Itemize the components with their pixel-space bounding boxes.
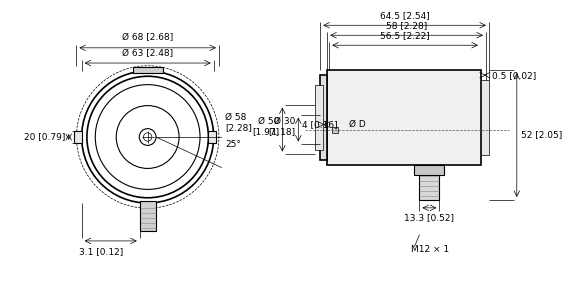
Bar [481, 80, 489, 155]
Text: 0.5 [0.02]: 0.5 [0.02] [492, 71, 536, 80]
Text: Ø 68 [2.68]: Ø 68 [2.68] [122, 33, 173, 42]
Text: Ø 30
[1.18]: Ø 30 [1.18] [268, 117, 295, 136]
Bar [133, 67, 162, 73]
Text: 13.3 [0.52]: 13.3 [0.52] [404, 213, 454, 222]
Bar [332, 127, 338, 133]
Text: Ø D: Ø D [349, 120, 366, 129]
Bar [74, 131, 82, 143]
Text: M12 × 1: M12 × 1 [411, 245, 450, 254]
Text: 52 [2.05]: 52 [2.05] [521, 131, 562, 140]
Bar [140, 201, 156, 231]
Text: Ø 63 [2.48]: Ø 63 [2.48] [122, 49, 173, 58]
Bar [419, 165, 439, 200]
Text: 58 [2.28]: 58 [2.28] [386, 21, 427, 30]
Bar [327, 70, 481, 165]
Text: 20 [0.79]: 20 [0.79] [25, 133, 66, 142]
Bar [415, 165, 444, 175]
Text: 64.5 [2.54]: 64.5 [2.54] [380, 11, 430, 20]
Text: 3.1 [0.12]: 3.1 [0.12] [79, 247, 123, 256]
Bar [320, 75, 327, 160]
Text: 4 [0.16]: 4 [0.16] [302, 120, 338, 129]
Text: 25°: 25° [225, 141, 241, 150]
Text: Ø 58
[2.28]: Ø 58 [2.28] [225, 112, 252, 132]
Text: 56.5 [2.22]: 56.5 [2.22] [380, 31, 430, 40]
Bar [315, 85, 323, 150]
Text: Ø 50
[1.97]: Ø 50 [1.97] [252, 117, 279, 136]
Bar [208, 131, 216, 143]
